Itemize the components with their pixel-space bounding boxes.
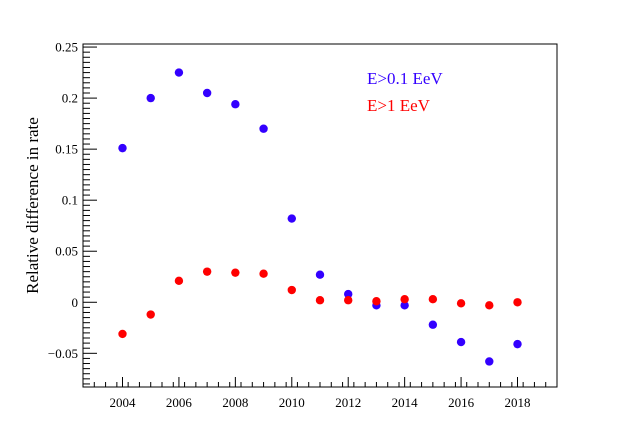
point-series-2 <box>344 296 353 305</box>
x-tick-label: 2006 <box>166 395 193 410</box>
point-series-2 <box>315 296 325 305</box>
y-tick-label: 0.15 <box>55 142 78 157</box>
y-tick-label: 0.25 <box>55 40 78 55</box>
y-tick-label: 0.05 <box>55 244 78 259</box>
point-series-2 <box>400 295 409 304</box>
y-tick-label: 0.1 <box>62 193 78 208</box>
point-series-2 <box>259 269 268 278</box>
y-tick-label: −0.05 <box>48 346 78 361</box>
point-series-2 <box>428 295 438 304</box>
point-series-2 <box>485 301 494 310</box>
point-series-2 <box>118 329 127 339</box>
point-series-2 <box>231 268 240 277</box>
x-tick-label: 2010 <box>279 395 305 410</box>
x-tick-label: 2012 <box>335 395 361 410</box>
point-series-2 <box>456 299 466 308</box>
point-series-1 <box>456 337 466 347</box>
data-points <box>118 68 522 366</box>
point-series-2 <box>287 285 296 295</box>
plot-frame <box>82 43 558 388</box>
point-series-1 <box>428 320 438 329</box>
point-series-1 <box>118 143 127 153</box>
axis-tick-labels: 2004 2006 2008 2010 2012 2014 2016 2018 −0.05 0 0.… <box>48 40 531 410</box>
axis-ticks <box>83 46 547 387</box>
point-series-1 <box>231 100 240 109</box>
point-series-1 <box>400 301 409 310</box>
point-series-1 <box>259 124 268 133</box>
point-series-2 <box>174 276 184 286</box>
point-series-1 <box>315 270 325 279</box>
point-series-2 <box>146 310 155 319</box>
legend: E>0.1 EeV E>1 EeV <box>367 69 443 115</box>
x-tick-label: 2018 <box>505 395 531 410</box>
y-tick-label: 0.2 <box>62 91 78 106</box>
legend-entry-2: E>1 EeV <box>367 96 431 115</box>
point-series-1 <box>146 93 155 103</box>
point-series-1 <box>513 339 522 349</box>
y-axis-title: Relative difference in rate <box>23 117 42 294</box>
point-series-2 <box>202 267 212 276</box>
point-series-1 <box>287 214 296 223</box>
point-series-2 <box>372 297 381 306</box>
x-tick-label: 2008 <box>222 395 248 410</box>
point-series-1 <box>344 289 353 299</box>
point-series-1 <box>202 88 212 98</box>
point-series-2 <box>513 298 522 307</box>
point-series-1 <box>174 68 184 77</box>
legend-entry-1: E>0.1 EeV <box>367 69 443 88</box>
x-tick-label: 2016 <box>448 395 475 410</box>
point-series-1 <box>485 357 494 366</box>
y-tick-label: 0 <box>72 295 79 310</box>
x-tick-label: 2014 <box>392 395 419 410</box>
x-tick-label: 2004 <box>110 395 137 410</box>
